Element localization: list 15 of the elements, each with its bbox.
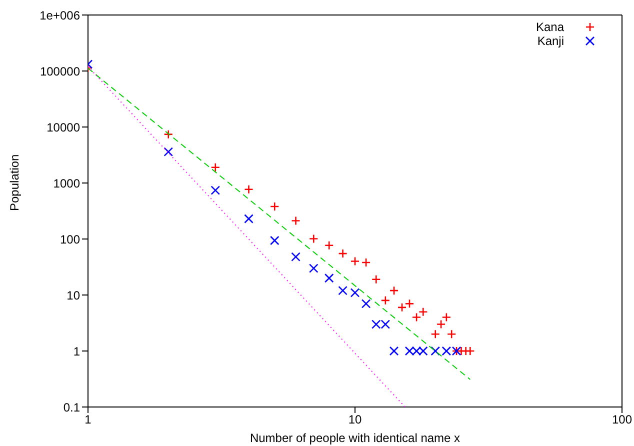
- x-tick-label: 10: [348, 412, 362, 427]
- x-axis-title: Number of people with identical name x: [250, 431, 460, 445]
- y-tick-label: 1e+006: [40, 8, 80, 22]
- y-tick-label: 1: [73, 344, 80, 358]
- y-tick-label: 10000: [46, 120, 80, 134]
- y-tick-label: 100000: [40, 64, 80, 78]
- x-tick-label: 100: [612, 412, 632, 427]
- legend-label: Kana: [536, 20, 564, 34]
- y-tick-label: 0.1: [63, 400, 80, 414]
- y-tick-label: 100: [60, 232, 80, 246]
- y-tick-label: 10: [66, 288, 80, 302]
- y-axis-title: Population: [7, 154, 22, 211]
- legend-label: Kanji: [537, 34, 564, 48]
- x-tick-label: 1: [84, 412, 92, 427]
- y-tick-label: 1000: [53, 176, 80, 190]
